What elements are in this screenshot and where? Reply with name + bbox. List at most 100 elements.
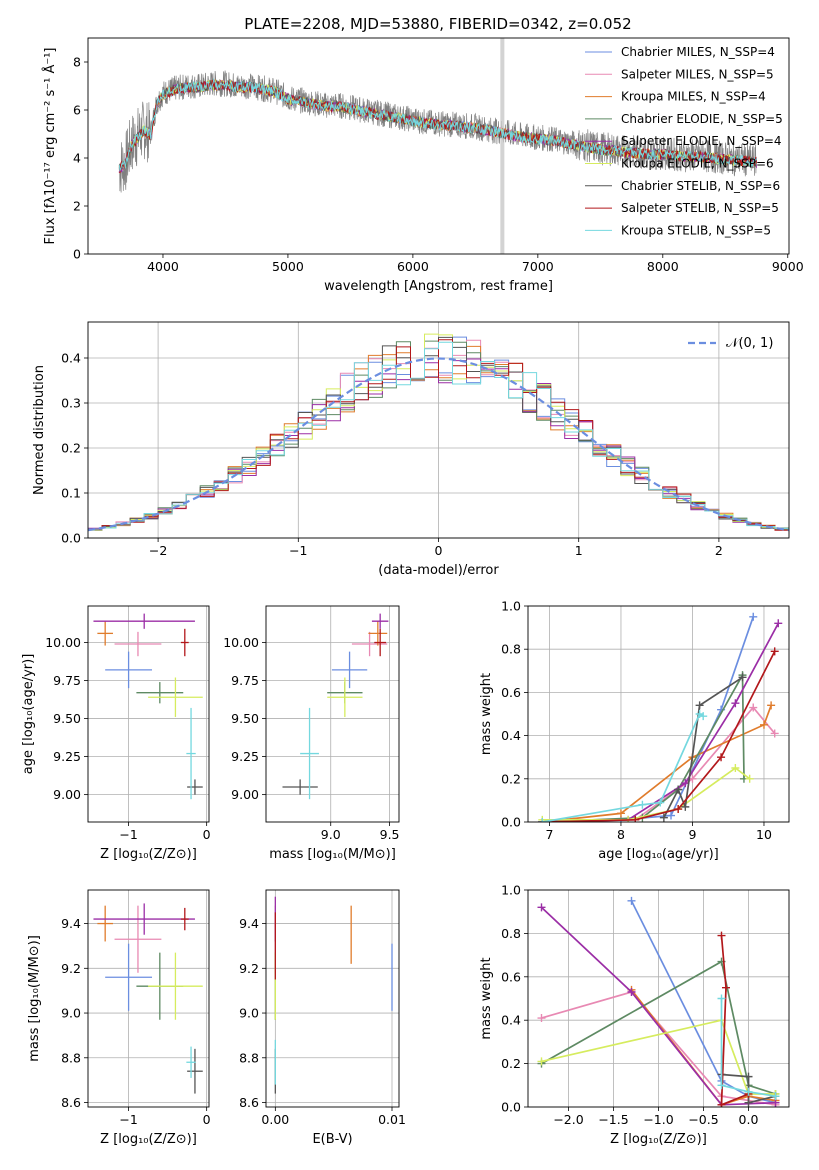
- massweight_vs_age-series-marker: [667, 811, 676, 820]
- massweight_vs_age-series-marker: [616, 809, 625, 818]
- massweight_vs_age-series-marker: [681, 802, 690, 811]
- massweight_vs_age-series-marker: [638, 800, 647, 809]
- massweight_vs_age-series-marker: [774, 619, 783, 628]
- age_vs_mass-ytick-label: 9.25: [231, 749, 259, 764]
- age_vs_Z-ytick-label: 9.50: [53, 711, 81, 726]
- massweight_vs_Z-series-marker: [771, 1092, 780, 1101]
- spectrum-ytick-label: 6: [73, 103, 81, 118]
- massweight_vs_age-ytick-label: 0.6: [501, 685, 521, 700]
- massweight_vs_age-series-marker: [699, 712, 708, 721]
- spectrum-xtick-label: 8000: [647, 259, 679, 274]
- massweight_vs_age-ytick-label: 0.2: [501, 771, 521, 786]
- age_vs_Z-xtick-label: −1: [119, 827, 137, 842]
- massweight_vs_Z-series-marker: [744, 1072, 753, 1081]
- spectrum-xtick-label: 5000: [272, 259, 304, 274]
- mass_vs_ebv-ytick-label: 9.4: [239, 916, 259, 931]
- mass_vs_ebv-xlabel: E(B-V): [312, 1132, 352, 1147]
- massweight_vs_Z-xtick-label: 0.0: [739, 1112, 759, 1127]
- residuals-ytick-label: 0.2: [61, 441, 81, 456]
- mass_vs_Z-xtick-label: 0: [203, 1112, 211, 1127]
- age_vs_Z-xtick-label: 0: [203, 827, 211, 842]
- gaussian-legend-label: 𝒩(0, 1): [726, 336, 773, 351]
- mass_vs_Z-ytick-label: 9.2: [61, 961, 81, 976]
- massweight_vs_Z-frame: [527, 889, 790, 1108]
- massweight_vs_age-xtick-label: 7: [545, 827, 553, 842]
- age_vs_mass-ytick-label: 9.75: [231, 673, 259, 688]
- massweight_vs_age-ytick-label: 0.4: [501, 728, 521, 743]
- age_vs_Z-ytick-label: 9.25: [53, 749, 81, 764]
- residuals-frame: [87, 321, 790, 539]
- massweight_vs_age-series-marker: [631, 815, 640, 822]
- spectrum-legend-label: Chabrier ELODIE, N_SSP=5: [621, 112, 783, 126]
- massweight_vs_age-series-marker: [767, 701, 776, 710]
- massweight_vs_Z-series-marker: [717, 994, 726, 1003]
- massweight_vs_age-series-marker: [749, 612, 758, 621]
- age_vs_Z-ytick-label: 9.75: [53, 673, 81, 688]
- massweight_vs_age-frame: [527, 605, 790, 823]
- massweight_vs_Z-series-line: [541, 960, 776, 1095]
- mass_vs_ebv-ytick-label: 9.0: [239, 1006, 259, 1021]
- spectrum-model-line: [118, 78, 757, 172]
- massweight_vs_age-series-marker: [770, 729, 779, 738]
- massweight_vs_Z-xtick-label: −1.5: [598, 1112, 628, 1127]
- massweight_vs_Z-series-marker: [717, 931, 726, 940]
- residuals-xtick-label: −1: [289, 543, 307, 558]
- massweight_vs_Z-ytick-label: 0.0: [501, 1100, 521, 1115]
- mass_vs_ebv-frame: [265, 889, 400, 1108]
- massweight_vs_Z-ylabel: mass weight: [479, 957, 494, 1039]
- mass_vs_Z-ytick-label: 8.8: [61, 1050, 81, 1065]
- age_vs_Z-frame: [87, 605, 210, 823]
- massweight_vs_Z-plot-area: [537, 896, 780, 1107]
- massweight_vs_Z-series-marker: [537, 1057, 546, 1066]
- massweight_vs_age-series-marker: [745, 774, 754, 783]
- residuals-ytick-label: 0.4: [61, 351, 81, 366]
- spectrum-legend-label: Kroupa STELIB, N_SSP=5: [621, 223, 771, 237]
- age_vs_Z-ylabel: age [log₁₀(age/yr)]: [21, 654, 36, 775]
- mass_vs_Z-ylabel: mass [log₁₀(M/M⊙)]: [27, 935, 42, 1062]
- massweight_vs_age-series-marker: [659, 813, 668, 822]
- massweight_vs_age-series-marker: [674, 785, 683, 794]
- spectrum-legend-label: Salpeter STELIB, N_SSP=5: [621, 201, 779, 215]
- residuals-xtick-label: 1: [575, 543, 583, 558]
- massweight_vs_age-xlabel: age [log₁₀(age/yr)]: [598, 847, 719, 862]
- massweight_vs_Z-ytick-label: 0.8: [501, 926, 521, 941]
- mass_vs_Z-xlabel: Z [log₁₀(Z/Z⊙)]: [100, 1132, 197, 1147]
- massweight_vs_Z-series-line: [720, 998, 776, 1098]
- massweight_vs_Z-chart: −2.0 −1.5 −1.0 −0.5 0.0 0.0 0.2 0.4 0.6 0.8 1.0 Z […: [479, 883, 790, 1147]
- residuals-ytick-label: 0.3: [61, 396, 81, 411]
- massweight_vs_Z-series-marker: [722, 983, 730, 992]
- spectrum-frame: [87, 37, 790, 255]
- residuals-xtick-label: 2: [715, 543, 723, 558]
- residuals-xlabel: (data-model)/error: [378, 563, 499, 578]
- age_vs_mass-ytick-label: 9.00: [231, 787, 259, 802]
- massweight_vs_age-xtick-label: 8: [617, 827, 625, 842]
- age_vs_Z-ytick-label: 10.00: [45, 635, 81, 650]
- mass_vs_Z-ytick-label: 8.6: [61, 1095, 81, 1110]
- massweight_vs_Z-series-marker: [744, 1098, 753, 1107]
- age_vs_mass-frame: [265, 605, 400, 823]
- spectrum-legend-label: Chabrier MILES, N_SSP=4: [621, 45, 775, 59]
- massweight_vs_Z-series-marker: [627, 896, 636, 905]
- mass_vs_ebv-ytick-label: 9.2: [239, 961, 259, 976]
- massweight_vs_Z-xlabel: Z [log₁₀(Z/Z⊙)]: [610, 1132, 707, 1147]
- residuals-xtick-label: −2: [149, 543, 167, 558]
- massweight_vs_age-ytick-label: 0.8: [501, 642, 521, 657]
- age_vs_Z-ytick-label: 9.00: [53, 787, 81, 802]
- spectrum-legend-label: Salpeter MILES, N_SSP=5: [621, 67, 774, 81]
- massweight_vs_age-series-marker: [731, 764, 740, 772]
- massweight_vs_age-series-marker: [770, 647, 779, 656]
- spectrum-ytick-label: 0: [73, 247, 81, 262]
- mass_vs_ebv-ytick-label: 8.6: [239, 1095, 259, 1110]
- spectrum-ytick-label: 4: [73, 151, 81, 166]
- mass_vs_Z-ytick-label: 9.0: [61, 1006, 81, 1021]
- spectrum-chart: 4000 5000 6000 7000 8000 9000 0 2 4 6 8 wavelength …: [42, 37, 804, 294]
- age_vs_mass-xlabel: mass [log₁₀(M/M⊙)]: [269, 847, 396, 862]
- massweight_vs_age-chart: 7 8 9 10 0.0 0.2 0.4 0.6 0.8 1.0 age [log₁₀(age/yr…: [479, 599, 790, 862]
- massweight_vs_Z-series-marker: [537, 903, 546, 912]
- age_vs_Z-chart: −1 0 9.00 9.25 9.50 9.75 10.00 Z [log₁₀(Z/Z⊙)] a…: [21, 605, 211, 862]
- spectrum-legend-label: Kroupa ELODIE, N_SSP=6: [621, 157, 774, 171]
- massweight_vs_age-series-marker: [731, 699, 740, 708]
- residuals-xtick-label: 0: [435, 543, 443, 558]
